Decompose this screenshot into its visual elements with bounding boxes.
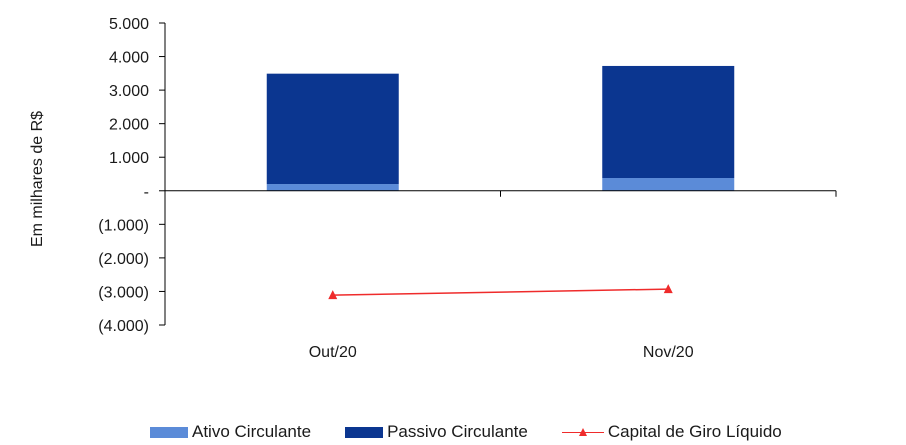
y-axis-title: Em milhares de R$ [29, 111, 46, 247]
legend-label-passivo: Passivo Circulante [387, 422, 528, 441]
y-tick-label: 2.000 [109, 117, 149, 134]
bar-ativo-1 [602, 178, 735, 191]
y-tick-label: 5.000 [109, 16, 149, 33]
y-tick-label: (2.000) [98, 251, 149, 268]
y-tick-label: (4.000) [98, 318, 149, 335]
legend-item-capital: Capital de Giro Líquido [561, 422, 782, 442]
capital-point-0 [328, 290, 338, 300]
y-tick-label: 1.000 [109, 150, 149, 167]
y-tick-label: (3.000) [98, 284, 149, 301]
y-tick-label: 4.000 [109, 50, 149, 67]
legend: Ativo Circulante Passivo Circulante Capi… [150, 422, 782, 442]
bar-ativo-0 [266, 184, 399, 191]
y-tick-label: 3.000 [109, 83, 149, 100]
legend-swatch-ativo [150, 426, 188, 438]
legend-label-ativo: Ativo Circulante [192, 422, 312, 441]
capital-line [332, 288, 669, 296]
x-tick-label: Nov/20 [643, 344, 694, 361]
legend-swatch-passivo [345, 426, 384, 438]
bar-passivo-1 [602, 65, 735, 179]
y-tick-label: (1.000) [98, 217, 149, 234]
legend-swatch-capital [561, 427, 604, 438]
legend-item-passivo: Passivo Circulante [345, 422, 528, 442]
legend-label-capital: Capital de Giro Líquido [607, 422, 782, 441]
x-tick-label: Out/20 [309, 344, 357, 361]
capital-point-1 [663, 284, 673, 294]
bar-passivo-0 [266, 73, 399, 185]
legend-item-ativo: Ativo Circulante [150, 422, 311, 442]
y-tick-label: - [144, 184, 149, 201]
